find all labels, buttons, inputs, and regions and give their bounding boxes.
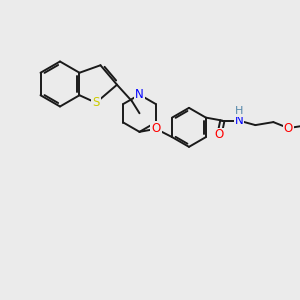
Text: S: S [92,96,100,109]
Text: H: H [235,106,243,116]
Text: O: O [284,122,293,135]
Text: O: O [215,128,224,142]
Text: N: N [235,114,243,127]
Text: O: O [152,122,160,135]
Text: N: N [135,88,144,101]
